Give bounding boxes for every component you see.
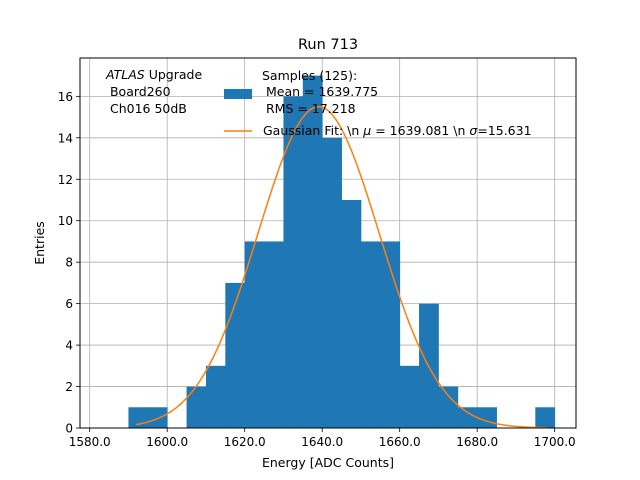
histogram-bar bbox=[186, 386, 207, 428]
histogram-bar bbox=[205, 365, 226, 428]
histogram-bar bbox=[283, 96, 304, 428]
y-tick-label: 8 bbox=[65, 256, 73, 270]
annotation-line-3: Ch016 50dB bbox=[106, 101, 187, 116]
annotation-line-1: ATLAS Upgrade bbox=[105, 67, 202, 82]
y-tick-label: 16 bbox=[58, 90, 73, 104]
legend-fit-prefix: Gaussian Fit: \n bbox=[263, 123, 363, 138]
legend-samples-line-2: Mean = 1639.775 bbox=[262, 84, 378, 99]
x-axis-label: Energy [ADC Counts] bbox=[262, 455, 394, 470]
legend-samples-line-3: RMS = 17.218 bbox=[262, 101, 356, 116]
y-tick-label: 0 bbox=[65, 422, 73, 436]
histogram-bar bbox=[341, 199, 362, 428]
annotation-line-2: Board260 bbox=[106, 84, 171, 99]
annotation-italic: ATLAS bbox=[105, 67, 145, 82]
histogram-bar bbox=[360, 241, 381, 428]
histogram-bar bbox=[399, 365, 420, 428]
histogram-bar bbox=[147, 407, 168, 428]
histogram-bar bbox=[535, 407, 556, 428]
histogram-bar bbox=[322, 137, 342, 428]
annotation-upgrade: Upgrade bbox=[145, 67, 203, 82]
y-axis-label: Entries bbox=[32, 221, 47, 265]
y-tick-label: 6 bbox=[65, 297, 73, 311]
x-tick-label: 1660.0 bbox=[379, 435, 421, 449]
y-tick-label: 12 bbox=[58, 173, 73, 187]
x-axis-ticks: 1580.0 1600.0 1620.0 1640.0 1660.0 1680.0 1700… bbox=[69, 428, 576, 449]
x-tick-label: 1600.0 bbox=[146, 435, 188, 449]
y-tick-label: 2 bbox=[65, 380, 73, 394]
legend-samples-swatch bbox=[224, 89, 252, 99]
legend-fit-mid: = 1639.081 \n bbox=[371, 123, 469, 138]
histogram-bar bbox=[380, 241, 401, 428]
gaussian-fit-curve bbox=[136, 105, 547, 429]
legend-fit-label: Gaussian Fit: \n μ = 1639.081 \n σ=15.63… bbox=[263, 123, 532, 138]
legend-fit-sigma: σ bbox=[469, 123, 478, 138]
histogram-bar bbox=[477, 407, 497, 428]
legend-fit-mu: μ bbox=[362, 123, 371, 138]
histogram-bar bbox=[264, 241, 284, 428]
chart-title: Run 713 bbox=[298, 37, 358, 53]
x-tick-label: 1640.0 bbox=[301, 435, 343, 449]
legend-samples-line-1: Samples (125): bbox=[262, 68, 357, 83]
histogram-bar bbox=[244, 241, 265, 428]
histogram-bar bbox=[302, 75, 323, 428]
legend-fit-suffix: =15.631 bbox=[477, 123, 531, 138]
x-tick-label: 1620.0 bbox=[224, 435, 266, 449]
y-tick-label: 4 bbox=[65, 339, 73, 353]
y-axis-ticks: 0 2 4 6 8 10 12 14 16 bbox=[58, 90, 80, 436]
x-tick-label: 1580.0 bbox=[69, 435, 111, 449]
legend: Samples (125): Mean = 1639.775 RMS = 17.… bbox=[224, 68, 532, 138]
annotation-box: ATLAS Upgrade Board260 Ch016 50dB bbox=[105, 67, 202, 116]
x-tick-label: 1680.0 bbox=[456, 435, 498, 449]
y-tick-label: 10 bbox=[58, 214, 73, 228]
plot-frame bbox=[79, 57, 577, 429]
histogram-bar bbox=[438, 386, 459, 428]
histogram-bar bbox=[457, 407, 478, 428]
y-tick-label: 14 bbox=[58, 131, 73, 145]
x-tick-label: 1700.0 bbox=[534, 435, 576, 449]
